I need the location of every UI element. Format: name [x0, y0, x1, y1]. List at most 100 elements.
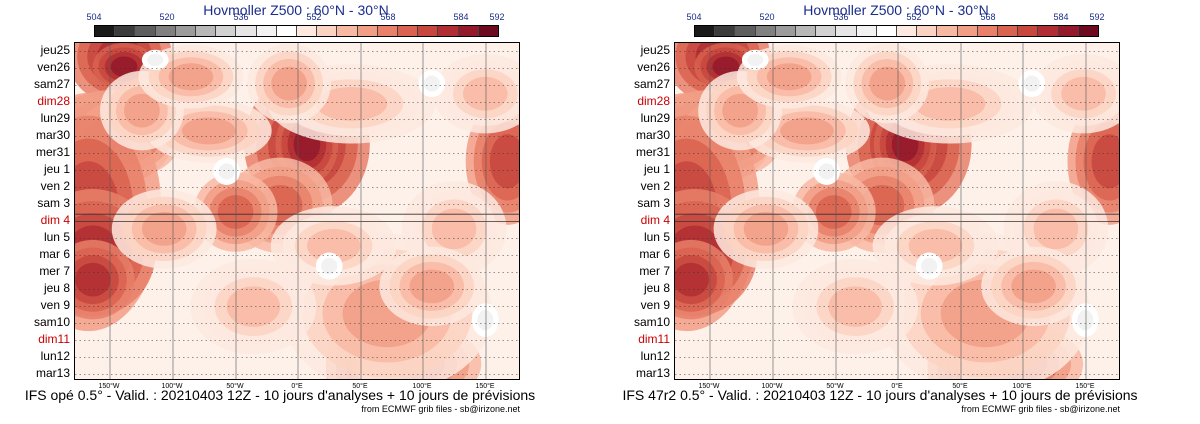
hovmoller-panel-ifs-47r2: Hovmoller Z500 : 60°N - 30°N 504 520 536 55…	[600, 0, 1200, 424]
field-contour	[315, 86, 388, 121]
colorbar-swatch	[236, 26, 257, 36]
field-contour	[306, 228, 361, 263]
time-tick-label: sam10	[633, 315, 670, 329]
time-tick-label: jeu 1	[43, 162, 70, 176]
time-tick-label: dim28	[37, 94, 70, 108]
field-contour	[722, 93, 758, 128]
colorbar-tick-label: 584	[453, 12, 469, 22]
hovmoller-panel-ifs-ope: Hovmoller Z500 : 60°N - 30°N 504 520 536 55…	[24, 2, 536, 414]
colorbar-swatch	[256, 26, 277, 36]
colorbar-swatch	[418, 26, 439, 36]
field-contour	[869, 66, 906, 101]
time-tick-label: lun 5	[643, 230, 670, 244]
colorbar-swatch	[1058, 26, 1079, 36]
time-tick-label: mar30	[635, 128, 670, 142]
time-tick-label: lun 5	[43, 230, 70, 244]
time-tick-label: jeu25	[40, 43, 70, 57]
colorbar-swatch	[715, 26, 736, 36]
colorbar-swatch	[135, 26, 156, 36]
field-contour	[168, 63, 214, 91]
time-tick-label: mar13	[35, 366, 70, 380]
field-contour	[766, 63, 812, 91]
chart-title: Hovmoller Z500 : 60°N - 30°N	[203, 2, 389, 18]
colorbar-tick-label: 568	[980, 12, 996, 22]
time-tick-label: ven 9	[40, 298, 70, 312]
field-low-contour	[921, 257, 938, 275]
time-tick-label: jeu 8	[643, 281, 670, 295]
field-contour	[463, 76, 508, 111]
time-tick-label: mar 6	[39, 247, 70, 261]
colorbar-tick-label: 552	[906, 12, 922, 22]
field-low-contour	[477, 310, 494, 331]
time-tick-label: mer31	[35, 145, 70, 159]
colorbar-tick-label: 568	[380, 12, 396, 22]
colorbar-swatch	[856, 26, 877, 36]
longitude-tick-label: 0°E	[291, 383, 303, 390]
field-low-contour	[321, 257, 338, 275]
colorbar-swatch	[216, 26, 237, 36]
time-tick-label: mer31	[635, 145, 670, 159]
chart-footer: IFS 47r2 0.5° - Valid. : 20210403 12Z - …	[622, 387, 1138, 403]
colorbar-swatch	[917, 26, 938, 36]
colorbar-tick-label: 520	[759, 12, 775, 22]
colorbar-swatch	[836, 26, 857, 36]
time-tick-label: dim 4	[40, 213, 70, 227]
chart-footer: IFS opé 0.5° - Valid. : 20210403 12Z - 1…	[24, 387, 536, 403]
hovmoller-plot	[74, 42, 520, 380]
time-tick-label: lun12	[640, 349, 670, 363]
longitude-tick-label: 50°W	[826, 383, 844, 390]
longitude-tick-label: 50°W	[226, 383, 244, 390]
field-low-contour	[747, 53, 764, 66]
field-contour	[431, 208, 477, 250]
field-contour	[743, 212, 789, 246]
longitude-tick-label: 50°E	[952, 383, 968, 390]
colorbar-swatch	[458, 26, 479, 36]
colorbar-tick-label: 584	[1053, 12, 1069, 22]
colorbar-swatch	[1038, 26, 1059, 36]
time-tick-label: jeu25	[640, 43, 670, 57]
colorbar-swatch	[478, 26, 499, 36]
field-low-contour	[423, 75, 440, 92]
time-tick-label: lun29	[40, 111, 70, 125]
time-tick-label: mer 7	[39, 264, 70, 278]
time-tick-label: sam 3	[637, 196, 670, 210]
field-contour	[226, 286, 281, 327]
time-tick-label: ven 9	[640, 298, 670, 312]
field-contour	[271, 66, 307, 101]
colorbar-swatch	[95, 26, 116, 36]
field-contour	[815, 195, 852, 229]
time-tick-label: ven 2	[40, 179, 70, 193]
field-contour	[141, 212, 187, 246]
field-contour	[409, 269, 455, 304]
time-tick-label: ven26	[637, 60, 670, 74]
field-svg	[75, 43, 519, 379]
time-tick-label: sam10	[33, 315, 70, 329]
longitude-tick-label: 150°W	[698, 383, 720, 390]
longitude-tick-label: 100°W	[161, 383, 183, 390]
field-contour	[914, 86, 986, 121]
longitude-tick-label: 100°E	[412, 383, 432, 390]
colorbar	[694, 25, 1099, 37]
time-tick-label: dim11	[638, 332, 670, 346]
field-contour	[1033, 208, 1079, 250]
colorbar-swatch	[755, 26, 776, 36]
colorbar-swatch	[937, 26, 958, 36]
time-tick-label: lun29	[640, 111, 670, 125]
time-tick-label: mer 7	[639, 264, 670, 278]
colorbar-swatch	[175, 26, 197, 36]
colorbar-swatch	[196, 26, 217, 36]
colorbar-swatch	[1018, 26, 1039, 36]
field-contour	[489, 134, 519, 189]
field-low-contour	[1077, 310, 1094, 331]
time-tick-label: sam27	[633, 77, 670, 91]
time-tick-label: mar13	[635, 366, 670, 380]
colorbar-swatch	[337, 26, 358, 36]
longitude-tick-label: 100°E	[1012, 383, 1032, 390]
colorbar-swatch	[695, 26, 716, 36]
field-contour	[675, 262, 709, 297]
colorbar-swatch	[398, 26, 419, 36]
colorbar-tick-label: 504	[686, 12, 702, 22]
colorbar-swatch	[155, 26, 176, 36]
colorbar-swatch	[276, 26, 298, 36]
chart-title: Hovmoller Z500 : 60°N - 30°N	[803, 2, 989, 18]
